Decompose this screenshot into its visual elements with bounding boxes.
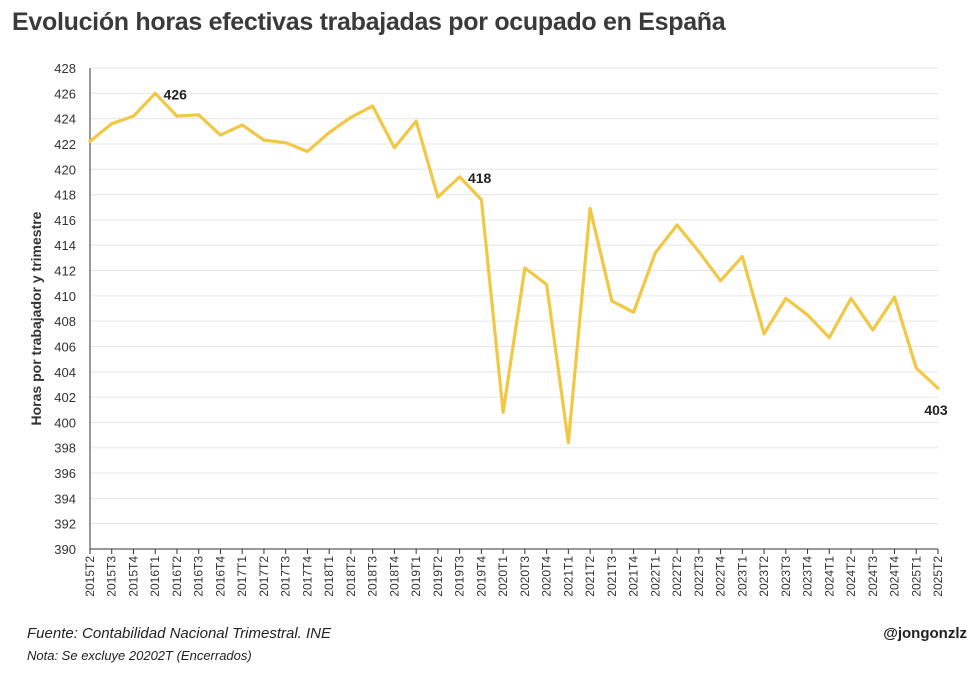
x-tick-label: 2019T4 xyxy=(474,556,488,597)
x-tick-label: 2017T4 xyxy=(300,556,314,597)
x-tick-label: 2016T1 xyxy=(148,556,162,597)
x-tick-label: 2022T1 xyxy=(648,556,662,597)
y-tick-label: 414 xyxy=(54,238,76,253)
x-tick-label: 2024T1 xyxy=(822,556,836,597)
x-tick-label: 2022T3 xyxy=(692,556,706,597)
data-label: 426 xyxy=(164,86,188,102)
x-tick-label: 2017T3 xyxy=(279,556,293,597)
x-tick-label: 2018T1 xyxy=(322,556,336,597)
y-tick-labels: 390 392 394 396 398 400 402 404 406 408 410 412 414 4… xyxy=(54,61,76,557)
x-tick-label: 2021T3 xyxy=(605,556,619,597)
x-tick-label: 2021T2 xyxy=(583,556,597,597)
x-tick-label: 2015T4 xyxy=(126,556,140,597)
y-tick-label: 402 xyxy=(54,390,76,405)
x-tick-label: 2021T1 xyxy=(561,556,575,597)
x-tick-label: 2016T3 xyxy=(192,556,206,597)
data-labels: 426 418 403 xyxy=(164,86,948,418)
x-tick-label: 2019T1 xyxy=(409,556,423,597)
series-line-group xyxy=(88,91,940,445)
data-label: 403 xyxy=(924,402,948,418)
source-text: Fuente: Contabilidad Nacional Trimestral… xyxy=(27,625,332,642)
x-tick-label: 2017T1 xyxy=(235,556,249,597)
y-tick-label: 394 xyxy=(54,491,76,506)
y-tick-label: 406 xyxy=(54,339,76,354)
y-tick-label: 424 xyxy=(54,112,76,127)
x-tick-label: 2017T2 xyxy=(257,556,271,597)
author-handle: @jongonzlz xyxy=(883,625,967,642)
chart-title: Evolución horas efectivas trabajadas por… xyxy=(12,8,726,36)
grid-lines xyxy=(90,67,938,550)
series-line xyxy=(88,91,940,445)
y-tick-label: 404 xyxy=(54,365,76,380)
x-tick-label: 2015T2 xyxy=(83,556,97,597)
x-tick-label: 2019T3 xyxy=(453,556,467,597)
x-tick-label: 2025T2 xyxy=(931,556,945,597)
x-tick-label: 2021T4 xyxy=(627,556,641,597)
y-tick-label: 410 xyxy=(54,289,76,304)
x-tick-label: 2024T2 xyxy=(844,556,858,597)
x-tick-label: 2018T4 xyxy=(387,556,401,597)
y-tick-label: 428 xyxy=(54,61,76,76)
x-tick-label: 2022T4 xyxy=(714,556,728,597)
y-tick-label: 398 xyxy=(54,441,76,456)
y-tick-label: 426 xyxy=(54,86,76,101)
x-tick-label: 2022T2 xyxy=(670,556,684,597)
x-tick-label: 2023T4 xyxy=(801,556,815,597)
note-text: Nota: Se excluye 20202T (Encerrados) xyxy=(27,648,252,663)
y-tick-label: 418 xyxy=(54,188,76,203)
x-tick-label: 2018T3 xyxy=(366,556,380,597)
axes xyxy=(89,68,939,554)
x-tick-label: 2023T2 xyxy=(757,556,771,597)
line-chart: 390 392 394 396 398 400 402 404 406 408 410 412 414 4… xyxy=(28,61,948,597)
x-tick-label: 2020T4 xyxy=(540,556,554,597)
x-tick-label: 2016T4 xyxy=(213,556,227,597)
y-tick-label: 422 xyxy=(54,137,76,152)
y-tick-label: 396 xyxy=(54,466,76,481)
x-tick-label: 2024T3 xyxy=(866,556,880,597)
x-tick-label: 2023T1 xyxy=(735,556,749,597)
y-tick-label: 408 xyxy=(54,314,76,329)
x-tick-label: 2016T2 xyxy=(170,556,184,597)
x-tick-label: 2023T3 xyxy=(779,556,793,597)
x-tick-labels: 2015T2 2015T3 2015T4 2016T1 2016T2 2016T3 2016… xyxy=(83,556,945,597)
y-tick-label: 400 xyxy=(54,415,76,430)
y-tick-label: 390 xyxy=(54,542,76,557)
y-axis-label: Horas por trabajador y trimestre xyxy=(28,211,44,425)
y-tick-label: 392 xyxy=(54,517,76,532)
y-tick-label: 420 xyxy=(54,162,76,177)
y-tick-label: 412 xyxy=(54,264,76,279)
x-tick-label: 2020T1 xyxy=(496,556,510,597)
x-tick-label: 2024T4 xyxy=(888,556,902,597)
x-tick-label: 2015T3 xyxy=(105,556,119,597)
data-label: 418 xyxy=(468,170,492,186)
x-tick-label: 2018T2 xyxy=(344,556,358,597)
x-tick-label: 2025T1 xyxy=(909,556,923,597)
x-tick-label: 2019T2 xyxy=(431,556,445,597)
y-tick-label: 416 xyxy=(54,213,76,228)
x-tick-label: 2020T3 xyxy=(518,556,532,597)
